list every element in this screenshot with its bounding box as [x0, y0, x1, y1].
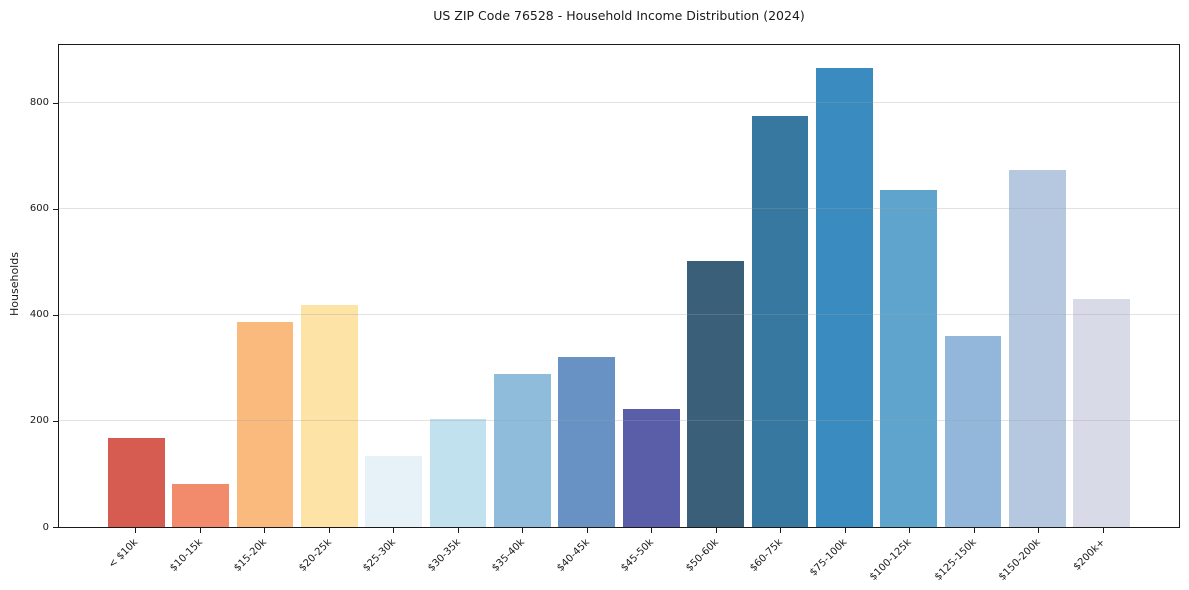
x-tick-label: $10-15k: [167, 537, 205, 574]
y-tick-mark: [53, 208, 58, 210]
bar-slot: [362, 45, 426, 527]
bars-container: [59, 45, 1179, 527]
x-tick-label: $60-75k: [748, 537, 786, 574]
bar-slot: [426, 45, 490, 527]
bar: [1009, 170, 1066, 527]
x-tick-label: $40-45k: [554, 537, 592, 574]
x-tick-mark: [199, 528, 201, 533]
x-tick-mark: [844, 528, 846, 533]
y-tick-mark: [53, 420, 58, 422]
x-tick-label: $50-60k: [683, 537, 721, 574]
bar: [751, 115, 809, 527]
bar-slot: [619, 45, 683, 527]
bar-slot: [683, 45, 747, 527]
x-tick-label: $15-20k: [232, 537, 270, 574]
bar: [429, 419, 487, 527]
bar: [172, 483, 229, 527]
x-tick-label: $45-50k: [619, 537, 657, 574]
x-tick-mark: [522, 528, 524, 533]
x-tick-mark: [1038, 528, 1040, 533]
y-tick-label: 600: [29, 203, 49, 215]
y-tick-mark: [53, 314, 58, 316]
bar-slot: [1070, 45, 1134, 527]
x-tick-mark: [715, 528, 717, 533]
x-tick-mark: [328, 528, 330, 533]
gridline: [59, 313, 1179, 315]
gridline: [59, 207, 1179, 209]
bar-slot: [941, 45, 1005, 527]
x-tick-label: $150-200k: [997, 537, 1044, 583]
bar: [494, 373, 551, 527]
bar: [880, 189, 937, 527]
x-tick-mark: [135, 528, 137, 533]
bar: [622, 409, 680, 527]
x-tick-mark: [586, 528, 588, 533]
bar: [365, 455, 422, 527]
x-tick-label: $200k+: [1071, 537, 1108, 573]
bar-slot: [1005, 45, 1069, 527]
x-tick-label: $25-30k: [361, 537, 399, 574]
y-tick-label: 800: [29, 97, 49, 109]
bar: [236, 322, 294, 527]
x-tick-label: $20-25k: [296, 537, 334, 574]
bar-slot: [877, 45, 941, 527]
y-tick-mark: [53, 527, 58, 528]
x-tick-mark: [780, 528, 782, 533]
bar: [300, 304, 358, 527]
y-tick-mark: [53, 102, 58, 104]
bar: [944, 335, 1002, 527]
bar: [687, 261, 744, 527]
bar-slot: [490, 45, 554, 527]
bar-slot: [168, 45, 232, 527]
x-tick-mark: [909, 528, 911, 533]
bar-slot: [748, 45, 812, 527]
x-tick-mark: [651, 528, 653, 533]
bar-slot: [812, 45, 876, 527]
plot-area: [58, 44, 1180, 528]
x-tick-label: $125-150k: [932, 537, 979, 583]
gridline: [59, 101, 1179, 103]
chart-title: US ZIP Code 76528 - Household Income Dis…: [433, 8, 805, 23]
x-tick-mark: [1102, 528, 1104, 533]
bar: [815, 68, 873, 527]
y-tick-label: 0: [42, 521, 49, 533]
y-tick-label: 400: [29, 309, 49, 321]
gridline: [59, 419, 1179, 421]
x-tick-label: $35-40k: [490, 537, 528, 574]
bar: [107, 437, 165, 527]
bar: [1073, 299, 1131, 527]
x-tick-label: $100-125k: [868, 537, 915, 583]
bar-slot: [555, 45, 619, 527]
x-tick-label: $75-100k: [808, 537, 850, 579]
bar-slot: [104, 45, 168, 527]
x-tick-label: < $10k: [106, 537, 141, 571]
y-axis-label: Households: [8, 252, 21, 316]
x-tick-mark: [457, 528, 459, 533]
x-tick-mark: [264, 528, 266, 533]
x-tick-mark: [393, 528, 395, 533]
bar-slot: [297, 45, 361, 527]
x-tick-label: $30-35k: [425, 537, 463, 574]
bar: [558, 356, 616, 527]
x-tick-mark: [973, 528, 975, 533]
y-tick-label: 200: [29, 415, 49, 427]
bar-slot: [233, 45, 297, 527]
